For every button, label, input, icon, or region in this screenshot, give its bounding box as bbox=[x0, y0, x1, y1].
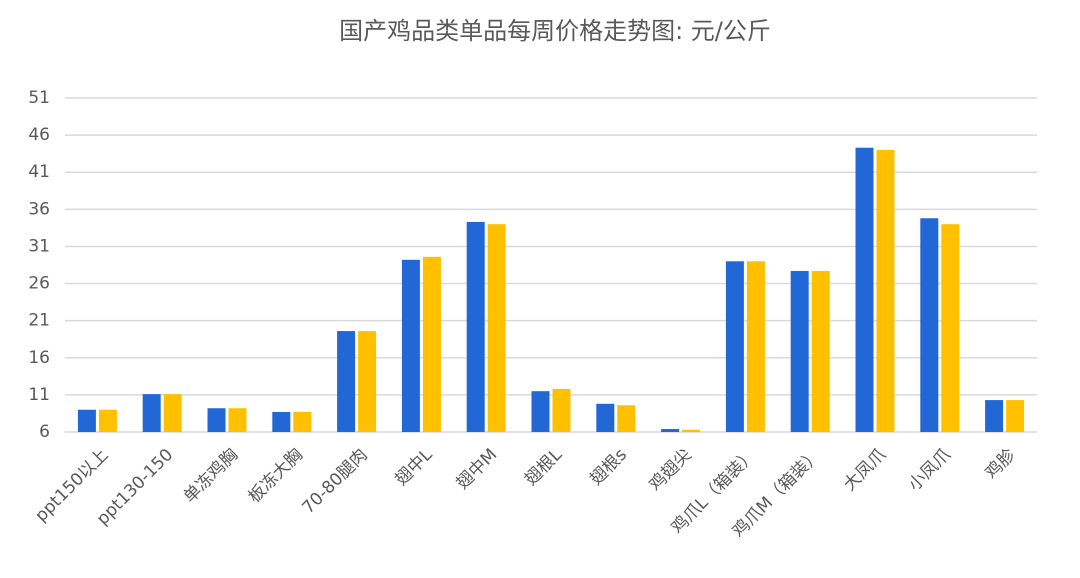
bar bbox=[855, 147, 874, 432]
bar bbox=[422, 256, 441, 432]
bar bbox=[725, 261, 744, 432]
bar bbox=[985, 400, 1004, 432]
bar bbox=[661, 429, 680, 432]
bar bbox=[876, 149, 895, 432]
bar bbox=[98, 409, 117, 432]
bar bbox=[358, 331, 377, 432]
bar bbox=[617, 405, 636, 432]
x-tick-label: 大凤爪 bbox=[840, 445, 890, 495]
x-tick-label: 翅根L bbox=[521, 445, 566, 490]
bar bbox=[466, 221, 485, 432]
bar bbox=[1006, 400, 1025, 432]
bar bbox=[272, 411, 291, 432]
x-tick-label: 翅中L bbox=[392, 445, 437, 490]
bar bbox=[790, 270, 809, 432]
x-tick-label: 鸡翅尖 bbox=[645, 445, 695, 495]
y-tick-label: 31 bbox=[28, 236, 50, 256]
bar bbox=[682, 429, 701, 432]
x-tick-label: 单冻鸡胸 bbox=[180, 445, 242, 507]
x-tick-label: 翅中M bbox=[453, 445, 502, 494]
x-tick-label: 70-80腿肉 bbox=[299, 445, 372, 518]
bar bbox=[293, 411, 312, 432]
bar bbox=[77, 409, 96, 432]
x-tick-label: 翅根s bbox=[586, 445, 631, 490]
y-tick-label: 41 bbox=[28, 162, 50, 182]
bar bbox=[596, 403, 615, 432]
y-tick-label: 51 bbox=[28, 88, 50, 108]
y-tick-label: 46 bbox=[28, 125, 50, 145]
bar bbox=[811, 270, 830, 432]
bar bbox=[746, 261, 765, 432]
y-tick-label: 16 bbox=[28, 348, 50, 368]
bar bbox=[142, 394, 161, 432]
bar bbox=[920, 218, 939, 432]
bar bbox=[531, 391, 550, 432]
bar bbox=[228, 408, 247, 432]
x-tick-label: 小凤爪 bbox=[905, 445, 955, 495]
chart-title: 国产鸡品类单品每周价格走势图: 元/公斤 bbox=[339, 17, 771, 45]
bar bbox=[337, 331, 356, 432]
bar bbox=[401, 259, 420, 432]
y-tick-label: 6 bbox=[39, 422, 50, 442]
y-tick-label: 36 bbox=[28, 199, 50, 219]
bar bbox=[941, 224, 960, 432]
y-tick-label: 21 bbox=[28, 311, 50, 331]
x-tick-label: 板冻大胸 bbox=[245, 445, 307, 507]
bar bbox=[207, 408, 226, 432]
y-tick-label: 11 bbox=[28, 385, 50, 405]
bar bbox=[487, 224, 506, 432]
bar bbox=[163, 394, 182, 432]
y-tick-label: 26 bbox=[28, 274, 50, 294]
bar bbox=[552, 388, 571, 432]
x-tick-label: 鸡胗 bbox=[981, 445, 1019, 483]
